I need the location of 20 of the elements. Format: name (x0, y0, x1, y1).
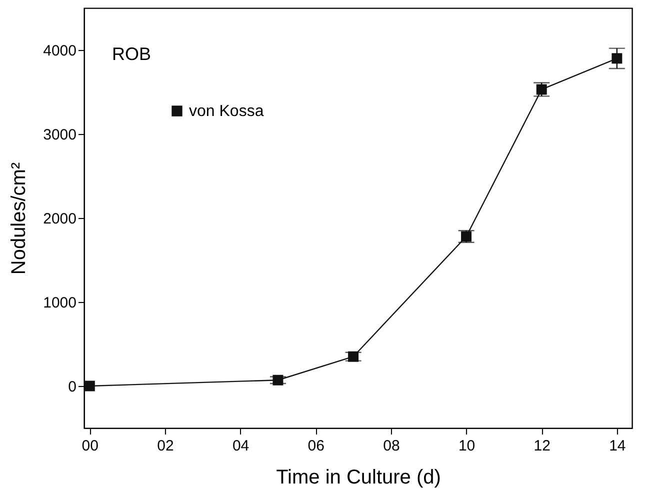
annotation: ROB (112, 44, 152, 64)
point (536, 84, 547, 95)
x-tick-label: 08 (383, 438, 400, 454)
x-tick-label: 10 (458, 438, 476, 454)
y-tick-label: 2000 (43, 210, 76, 228)
x-tick-label: 12 (534, 438, 550, 454)
x-axis-title: Time in Culture (d) (276, 466, 441, 488)
y-tick-label: 1000 (43, 294, 76, 312)
x-tick-label: 00 (82, 438, 98, 454)
y-tick-label: 4000 (43, 42, 76, 60)
y-tick-label: 0 (68, 378, 76, 396)
x-tick-label: 04 (232, 438, 250, 454)
x-tick-label: 06 (308, 438, 324, 454)
x-tick-label: 02 (157, 438, 174, 454)
point (612, 53, 622, 64)
y-axis-title: Nodules/cm² (8, 162, 30, 275)
y-tick-label: 3000 (43, 126, 76, 144)
point (84, 380, 95, 392)
legend-label: von Kossa (189, 103, 264, 120)
x-tick-label: 14 (609, 438, 626, 454)
